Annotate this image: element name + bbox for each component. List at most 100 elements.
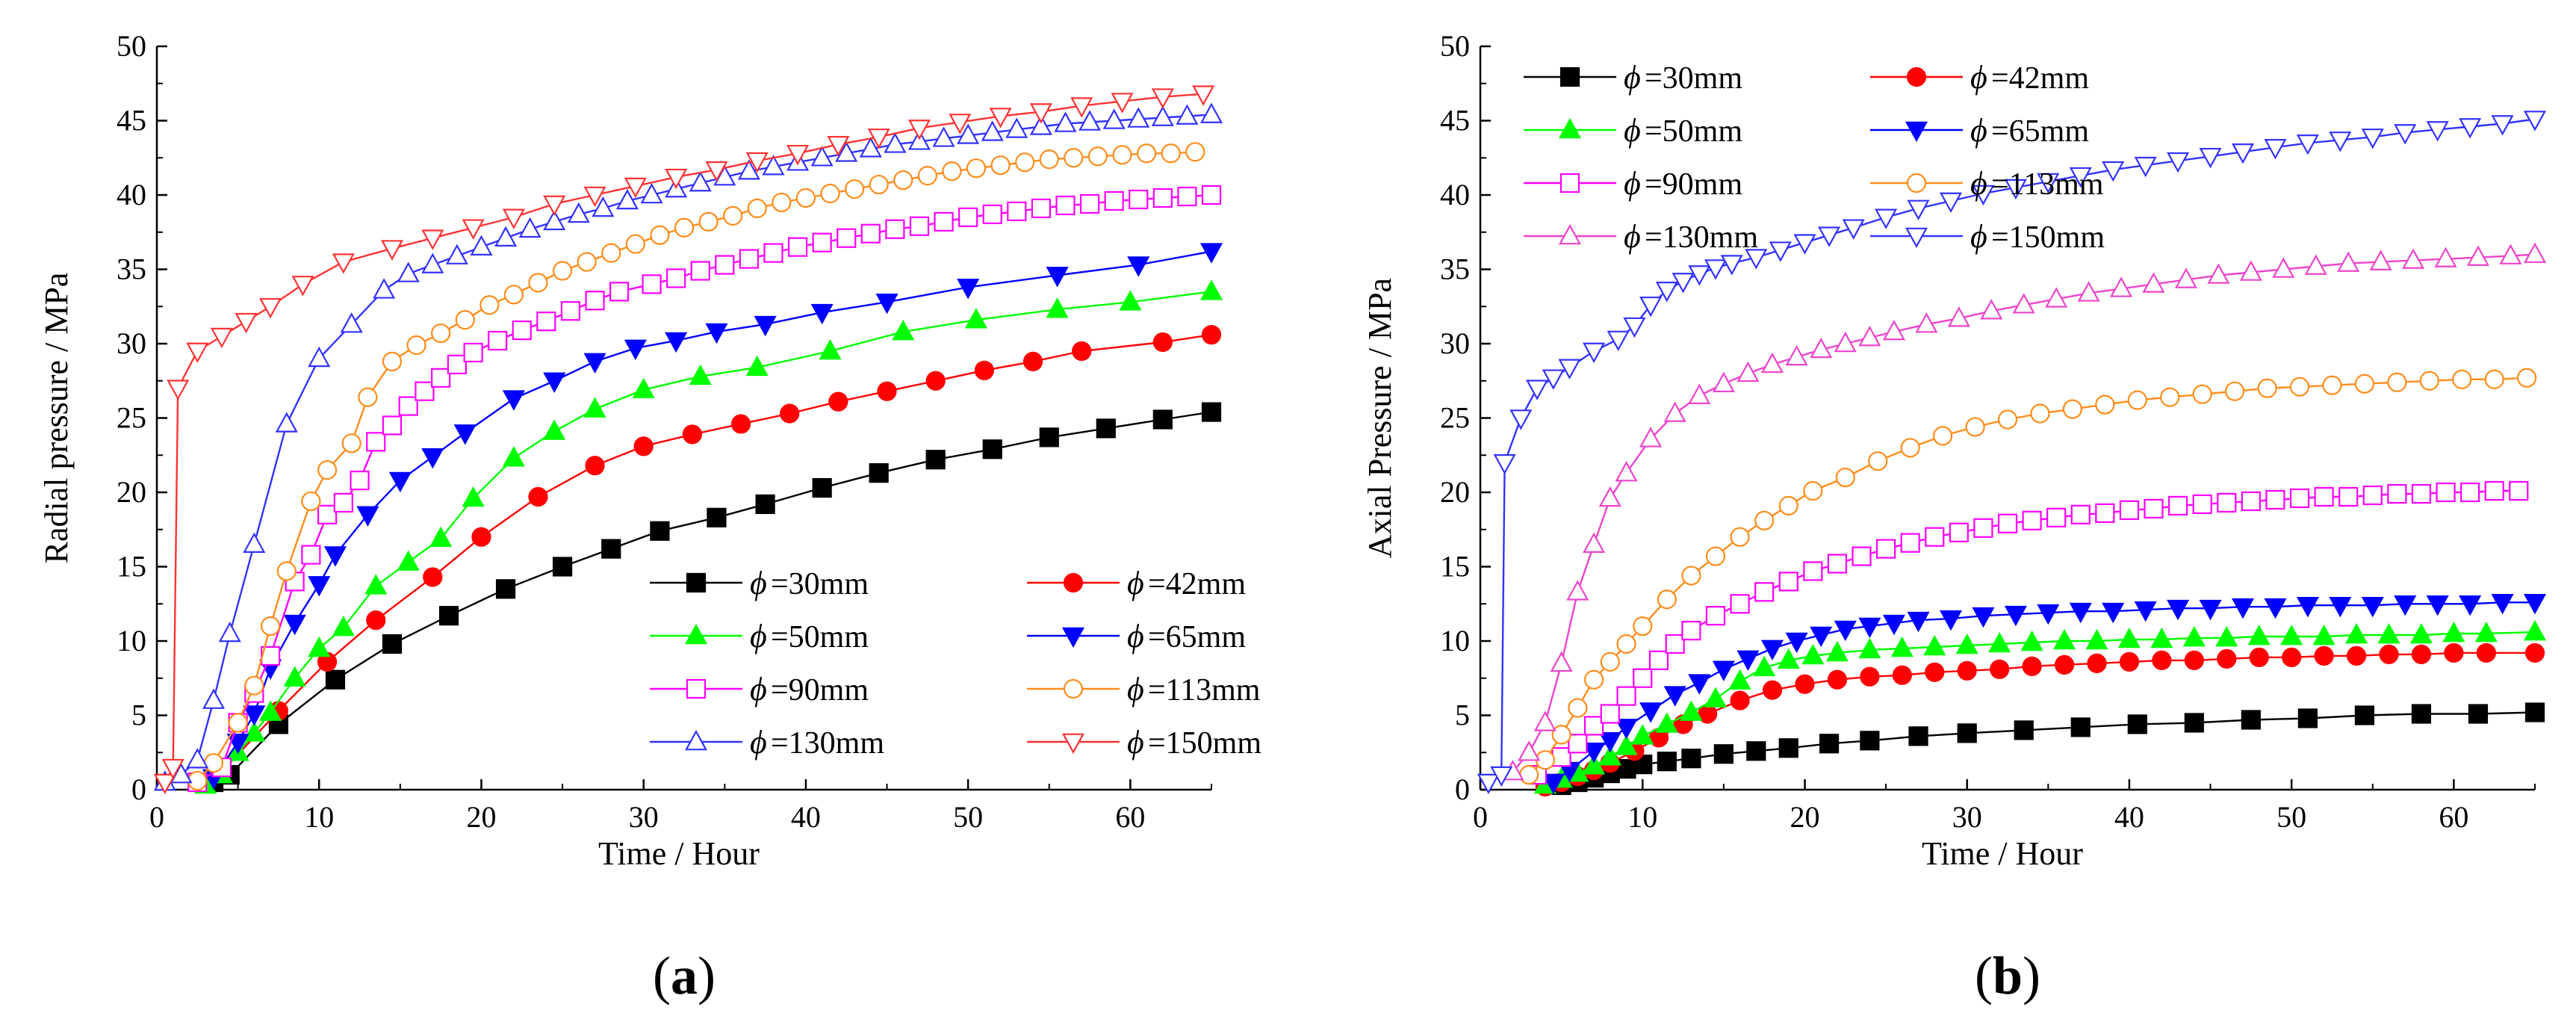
data-point <box>812 477 832 498</box>
data-point <box>260 616 281 637</box>
data-point <box>1892 665 1912 685</box>
data-point <box>1988 631 2011 653</box>
data-point <box>763 243 783 263</box>
data-point <box>1633 616 1653 637</box>
data-point <box>503 285 524 305</box>
legend-label: =42mm <box>1991 61 2089 96</box>
data-point <box>1712 371 1735 393</box>
data-point <box>1810 626 1833 648</box>
y-tick-label: 15 <box>117 550 146 583</box>
legend-label: =90mm <box>1645 167 1742 202</box>
data-point <box>1777 648 1800 669</box>
data-point <box>932 126 955 147</box>
data-point <box>1542 773 1565 795</box>
data-point <box>2217 492 2237 513</box>
data-point <box>2257 378 2277 398</box>
data-point <box>1096 418 1116 439</box>
data-point <box>1737 361 1760 383</box>
data-point <box>601 539 621 559</box>
data-point <box>1803 561 1823 581</box>
data-point <box>877 381 897 401</box>
data-point <box>528 273 548 293</box>
data-point <box>2468 704 2489 724</box>
data-point <box>186 342 209 364</box>
data-point <box>502 446 525 467</box>
data-point <box>1834 331 1857 353</box>
y-tick-label: 5 <box>1455 699 1470 732</box>
legend-phi-symbol: ϕ <box>1127 618 1144 654</box>
data-point <box>1102 108 1126 129</box>
data-point <box>1648 650 1669 670</box>
data-point <box>301 545 321 565</box>
data-point <box>1655 282 1678 303</box>
data-point <box>1819 734 1840 754</box>
data-point <box>2426 121 2449 142</box>
x-tick-label: 20 <box>466 800 496 834</box>
data-point <box>859 137 882 158</box>
data-point <box>925 371 946 391</box>
data-point <box>2087 653 2107 673</box>
data-point <box>332 616 355 637</box>
data-point <box>2265 489 2285 510</box>
series-7 <box>153 85 1215 795</box>
data-point <box>364 574 388 595</box>
data-point <box>445 244 468 264</box>
data-point <box>2004 179 2027 200</box>
legend-marker <box>686 572 707 593</box>
data-point <box>438 606 459 626</box>
data-point <box>1908 726 1928 746</box>
data-point <box>2474 621 2498 643</box>
data-point <box>1201 185 1222 205</box>
legend-label: =113mm <box>1148 673 1261 708</box>
data-point <box>795 188 816 208</box>
data-point <box>1112 145 1132 165</box>
data-point <box>907 120 931 140</box>
data-point <box>2361 596 2384 618</box>
series-line <box>213 411 1212 784</box>
data-point <box>1860 666 1880 687</box>
data-point <box>1980 299 2003 320</box>
data-point <box>1795 674 1815 694</box>
data-point <box>1104 191 1124 211</box>
data-point <box>2524 643 2545 663</box>
data-point <box>1639 427 1663 448</box>
data-point <box>243 721 266 742</box>
data-point <box>625 234 645 254</box>
data-point <box>2225 381 2245 401</box>
data-point <box>633 436 654 456</box>
data-point <box>1551 747 1571 767</box>
data-point <box>1583 342 1606 364</box>
legend-label: =130mm <box>771 726 884 761</box>
data-point <box>1745 249 1768 270</box>
data-point <box>1817 226 1841 247</box>
data-point <box>1957 723 1977 743</box>
data-point <box>869 174 889 195</box>
data-point <box>1616 686 1636 706</box>
data-point <box>1681 566 1701 586</box>
data-point <box>745 152 769 173</box>
data-point <box>1900 438 1920 458</box>
data-point <box>2069 602 2092 624</box>
data-point <box>2402 248 2425 269</box>
legend-phi-symbol: ϕ <box>750 565 767 601</box>
data-point <box>1890 636 1914 657</box>
data-point <box>2241 491 2261 512</box>
data-point <box>2046 507 2067 527</box>
data-point <box>259 297 282 319</box>
data-point <box>2152 650 2172 670</box>
legend-phi-symbol: ϕ <box>1624 165 1641 202</box>
data-point <box>2241 710 2261 730</box>
data-point <box>153 773 176 795</box>
data-point <box>1615 461 1638 482</box>
x-tick-label: 10 <box>304 800 334 834</box>
data-point <box>1615 734 1638 755</box>
data-point <box>543 209 566 231</box>
data-point <box>552 557 573 577</box>
data-point <box>2134 156 2157 178</box>
data-point <box>358 387 378 407</box>
data-point <box>2346 645 2367 666</box>
data-point <box>827 136 850 157</box>
legend-marker <box>1559 66 1580 87</box>
data-point <box>1858 637 1881 659</box>
data-point <box>786 144 810 166</box>
